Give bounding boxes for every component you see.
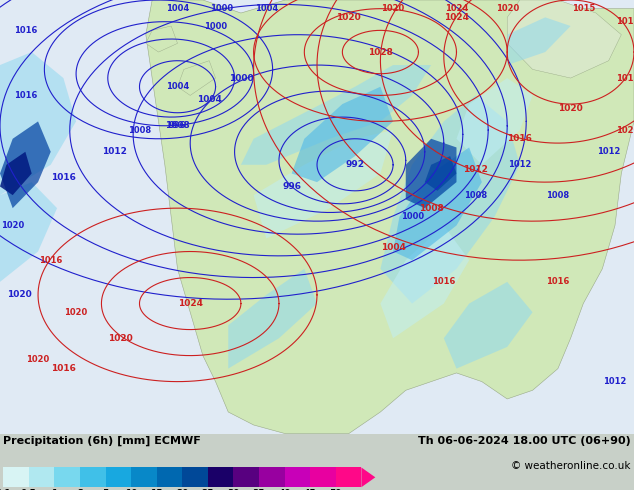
Polygon shape xyxy=(178,61,216,96)
Polygon shape xyxy=(380,225,469,338)
Text: 1016: 1016 xyxy=(507,134,533,143)
Text: 0.5: 0.5 xyxy=(21,489,37,490)
Text: 1008: 1008 xyxy=(418,204,444,213)
Text: 1020: 1020 xyxy=(6,291,32,299)
Bar xyxy=(131,467,157,487)
Text: 1016: 1016 xyxy=(14,26,37,35)
Polygon shape xyxy=(0,52,76,195)
Text: 1004: 1004 xyxy=(380,243,406,252)
Text: 15: 15 xyxy=(150,489,163,490)
Text: 1012: 1012 xyxy=(597,147,620,156)
Text: 996: 996 xyxy=(169,121,186,130)
Text: 1012: 1012 xyxy=(463,165,488,173)
Polygon shape xyxy=(507,0,621,78)
Text: 1016: 1016 xyxy=(51,364,76,373)
Bar xyxy=(105,467,131,487)
Text: 40: 40 xyxy=(278,489,291,490)
Bar xyxy=(3,467,29,487)
Text: 996: 996 xyxy=(282,182,301,191)
Polygon shape xyxy=(425,156,456,191)
Polygon shape xyxy=(456,78,533,165)
Text: 1020: 1020 xyxy=(382,4,404,13)
Polygon shape xyxy=(241,65,431,165)
Text: © weatheronline.co.uk: © weatheronline.co.uk xyxy=(512,461,631,471)
Text: 1000: 1000 xyxy=(401,212,424,221)
Polygon shape xyxy=(406,139,456,208)
Bar xyxy=(285,467,310,487)
Text: 1016: 1016 xyxy=(39,256,62,265)
Polygon shape xyxy=(228,269,317,368)
Text: 992: 992 xyxy=(346,160,365,169)
Text: 1012: 1012 xyxy=(604,377,626,386)
Bar xyxy=(29,467,55,487)
Text: 1012: 1012 xyxy=(508,160,531,169)
Text: 25: 25 xyxy=(202,489,214,490)
Text: 1020: 1020 xyxy=(108,334,133,343)
Text: 1020: 1020 xyxy=(1,221,24,230)
Text: 1004: 1004 xyxy=(166,4,189,13)
Text: 1: 1 xyxy=(51,489,58,490)
Text: 1008: 1008 xyxy=(165,121,190,130)
Bar xyxy=(310,467,336,487)
Text: 20: 20 xyxy=(176,489,188,490)
Bar xyxy=(208,467,233,487)
Bar xyxy=(55,467,80,487)
Text: 1012: 1012 xyxy=(101,147,127,156)
Text: 5: 5 xyxy=(102,489,108,490)
Text: 2: 2 xyxy=(77,489,83,490)
Text: Precipitation (6h) [mm] ECMWF: Precipitation (6h) [mm] ECMWF xyxy=(3,436,201,446)
Text: 0.1: 0.1 xyxy=(0,489,11,490)
Bar xyxy=(80,467,105,487)
Text: 1028: 1028 xyxy=(368,48,393,56)
Bar xyxy=(259,467,285,487)
Text: 1004: 1004 xyxy=(255,4,278,13)
Bar xyxy=(233,467,259,487)
Text: 1020: 1020 xyxy=(336,13,361,22)
Text: 1004: 1004 xyxy=(166,82,189,91)
Text: 1024: 1024 xyxy=(444,13,469,22)
Polygon shape xyxy=(393,147,482,260)
Text: 1020: 1020 xyxy=(496,4,519,13)
Text: 1024: 1024 xyxy=(445,4,468,13)
Text: 1004: 1004 xyxy=(197,95,222,104)
Text: 1015: 1015 xyxy=(572,4,595,13)
Polygon shape xyxy=(0,122,51,208)
Text: 30: 30 xyxy=(227,489,240,490)
Text: 1008: 1008 xyxy=(547,191,569,199)
Text: 1016: 1016 xyxy=(547,277,569,286)
Polygon shape xyxy=(444,282,533,368)
Bar xyxy=(157,467,183,487)
Text: 1000: 1000 xyxy=(229,74,253,82)
Polygon shape xyxy=(146,0,634,434)
Text: 10: 10 xyxy=(125,489,138,490)
Text: 1000: 1000 xyxy=(210,4,233,13)
Polygon shape xyxy=(507,17,571,65)
Text: 1008: 1008 xyxy=(464,191,487,199)
Bar xyxy=(336,467,361,487)
Text: 45: 45 xyxy=(304,489,316,490)
Polygon shape xyxy=(0,152,32,195)
Text: Th 06-06-2024 18.00 UTC (06+90): Th 06-06-2024 18.00 UTC (06+90) xyxy=(418,436,631,446)
Bar xyxy=(183,467,208,487)
Polygon shape xyxy=(380,96,520,304)
Text: 1024: 1024 xyxy=(178,299,203,308)
Text: 1020: 1020 xyxy=(65,308,87,317)
Text: 1020: 1020 xyxy=(27,355,49,365)
Text: 1000: 1000 xyxy=(204,22,227,30)
Polygon shape xyxy=(146,26,178,52)
Polygon shape xyxy=(254,130,393,239)
Text: 1020: 1020 xyxy=(558,104,583,113)
Text: 1016: 1016 xyxy=(432,277,455,286)
Text: 35: 35 xyxy=(253,489,265,490)
Text: 1020: 1020 xyxy=(616,125,634,135)
Text: 1016: 1016 xyxy=(51,173,76,182)
Text: 1016: 1016 xyxy=(14,91,37,100)
Text: 50: 50 xyxy=(330,489,342,490)
Text: 1012: 1012 xyxy=(616,17,634,26)
Polygon shape xyxy=(0,182,57,282)
Polygon shape xyxy=(292,87,393,182)
Text: 1008: 1008 xyxy=(128,125,151,135)
Text: 1016: 1016 xyxy=(616,74,634,82)
Polygon shape xyxy=(361,467,375,487)
